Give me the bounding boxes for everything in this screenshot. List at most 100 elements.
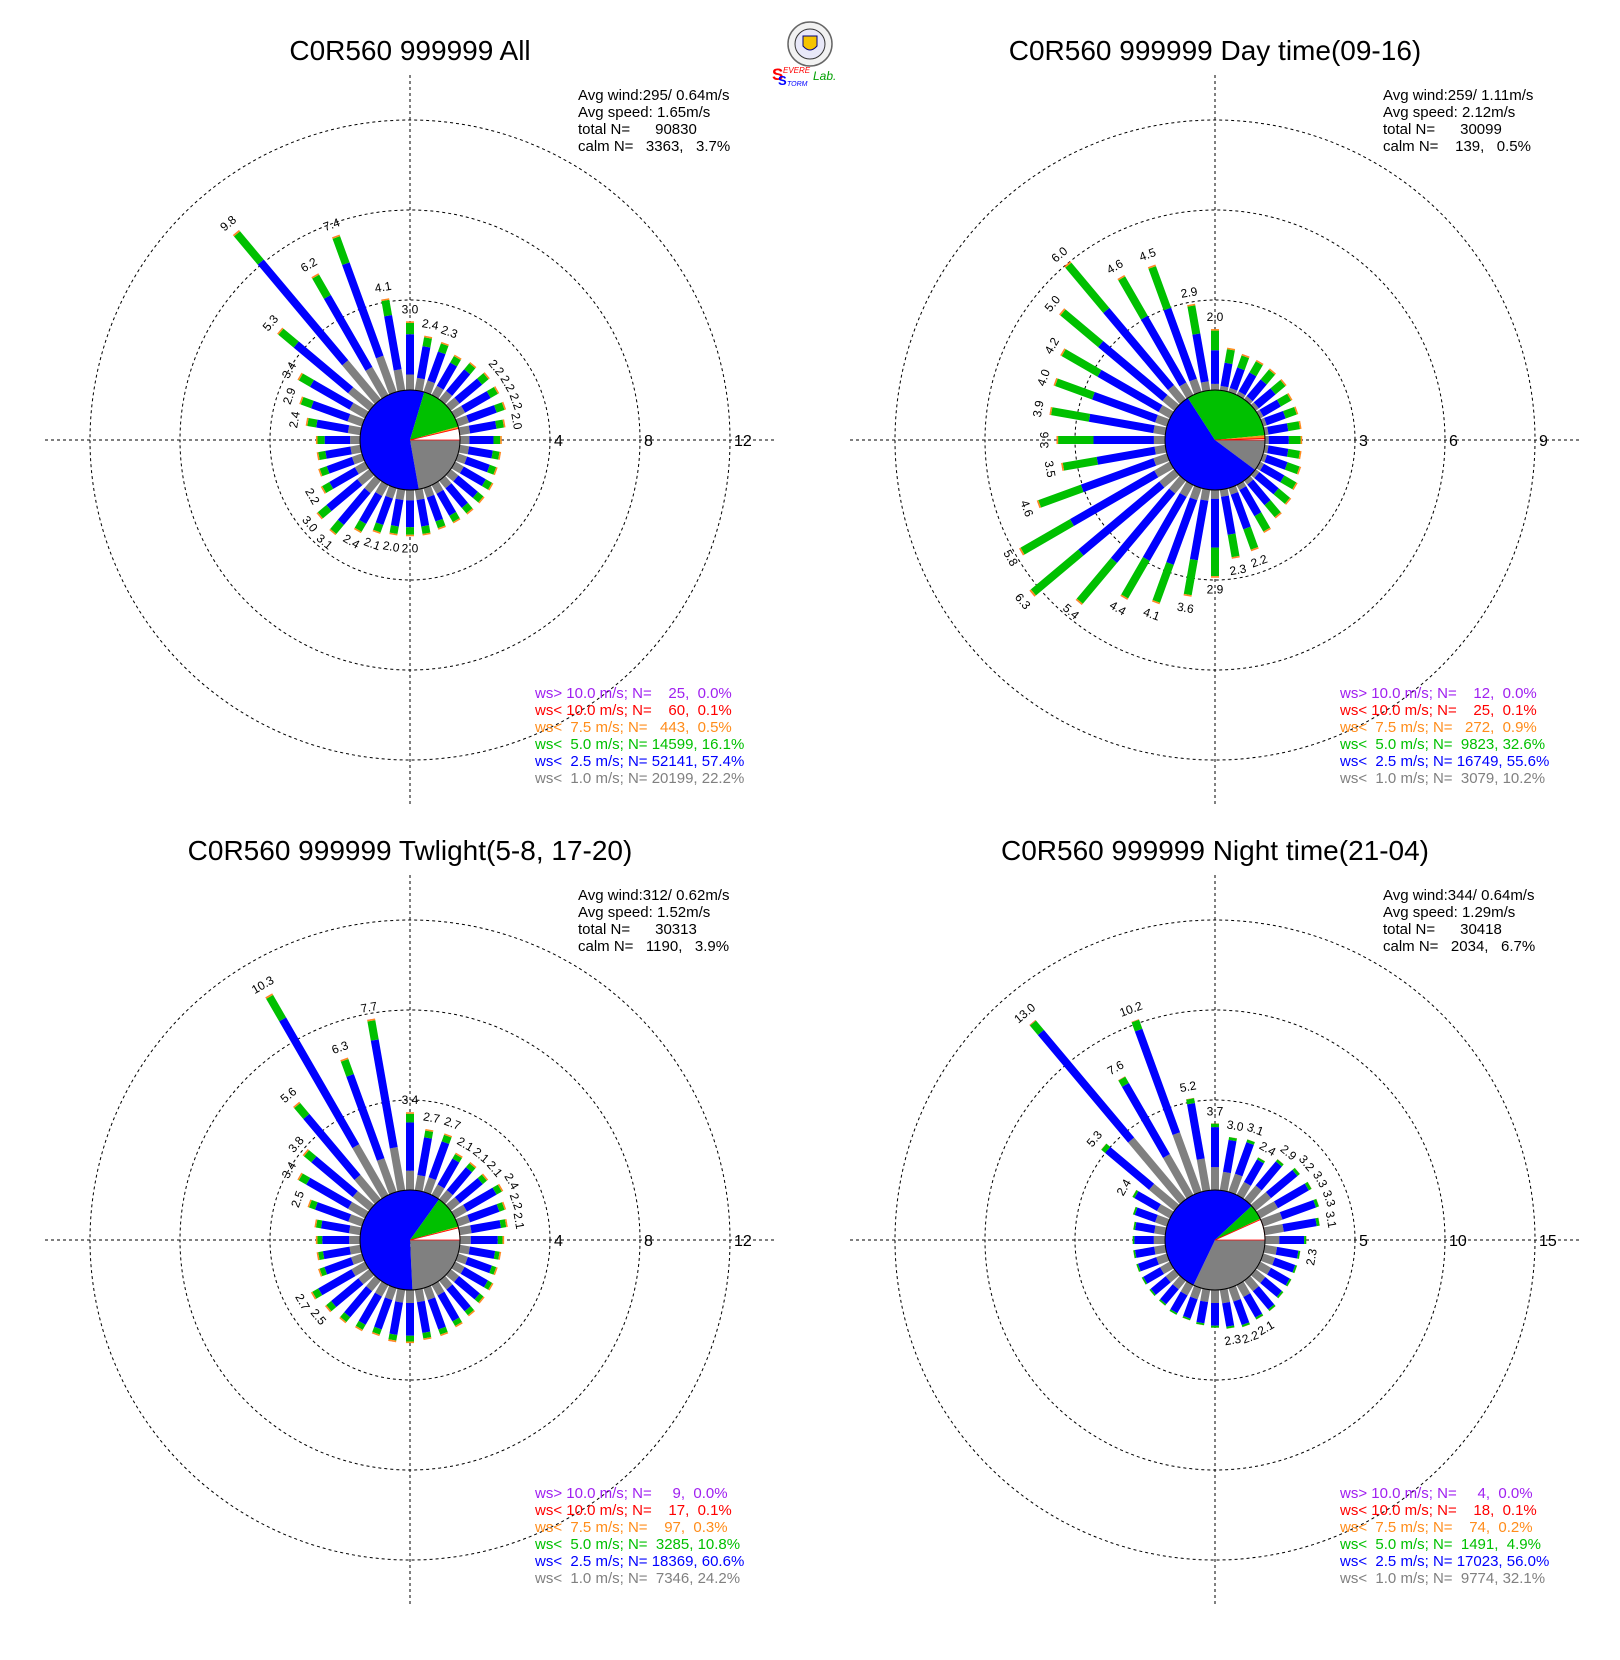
bar-segment-lt1 xyxy=(1128,1137,1186,1205)
bar-value-label: 7.6 xyxy=(1105,1057,1127,1078)
bar-segment-lt7_5 xyxy=(311,1291,317,1300)
bar-segment-lt5 xyxy=(1280,475,1297,490)
bar-segment-lt1 xyxy=(1236,481,1247,491)
direction-bar xyxy=(1186,1097,1211,1192)
direction-bar xyxy=(1182,1285,1202,1321)
bar-segment-lt7_5 xyxy=(293,1101,301,1109)
bar-segment-lt2_5 xyxy=(426,494,443,522)
stat-avg-speed: Avg speed: 1.52m/s xyxy=(578,904,710,921)
bar-segment-lt7_5 xyxy=(325,1305,332,1313)
bar-segment-lt1 xyxy=(451,461,464,474)
direction-bar xyxy=(431,1281,463,1328)
bar-segment-lt5 xyxy=(1159,1299,1167,1306)
stat-avg-wind: Avg wind:259/ 1.11m/s xyxy=(1383,87,1533,104)
bar-segment-lt1 xyxy=(1236,1181,1251,1199)
bar-value-label: 7.7 xyxy=(360,999,379,1016)
bar-value-label: 4.6 xyxy=(1017,498,1036,519)
bar-value-label: 5.8 xyxy=(1000,547,1021,569)
legend-item-lt5: ws< 5.0 m/s; N= 3285, 10.8% xyxy=(534,1536,740,1553)
bar-segment-lt1 xyxy=(348,387,375,411)
bar-segment-lt7_5 xyxy=(478,496,485,504)
bar-segment-lt5 xyxy=(318,1251,325,1261)
bar-segment-lt5 xyxy=(1287,448,1301,459)
bar-segment-lt1 xyxy=(1228,387,1238,395)
bar-segment-lt7_5 xyxy=(311,273,320,279)
bar-segment-lt2_5 xyxy=(375,495,393,526)
direction-bar xyxy=(1256,392,1293,419)
bar-value-label: 2.4 xyxy=(341,531,363,552)
pie-slice-lt5 xyxy=(410,392,459,440)
stat-calm: calm N= 1190, 3.9% xyxy=(578,938,729,955)
direction-bar xyxy=(1263,1217,1320,1236)
direction-bar xyxy=(299,396,365,427)
direction-bar xyxy=(414,488,431,536)
direction-bar xyxy=(314,1219,362,1236)
bar-segment-lt5 xyxy=(1255,1313,1264,1320)
bar-segment-lt2_5 xyxy=(446,1284,471,1312)
bar-segment-lt1 xyxy=(445,1269,460,1283)
bar-segment-lt2_5 xyxy=(468,420,497,434)
bar-segment-lt7_5 xyxy=(1296,466,1302,475)
bar-value-label: 7.4 xyxy=(321,215,342,234)
pie-slice-lt1 xyxy=(410,1240,460,1290)
direction-bar xyxy=(451,1261,494,1291)
legend-item-gt10: ws> 10.0 m/s; N= 25, 0.0% xyxy=(534,685,732,702)
wind-rose-panel: C0R560 999999 Twlight(5-8, 17-20) 4 8 12 3.4… xyxy=(45,835,775,1605)
direction-bar xyxy=(445,469,485,504)
bar-segment-lt5 xyxy=(1060,309,1104,348)
bar-segment-lt2_5 xyxy=(417,1137,432,1177)
direction-bar xyxy=(339,1275,381,1324)
direction-bar xyxy=(431,481,461,524)
bar-segment-lt5 xyxy=(298,1173,311,1185)
calm-circle xyxy=(359,1189,461,1291)
bar-segment-lt1 xyxy=(1219,1288,1230,1304)
stat-calm: calm N= 139, 0.5% xyxy=(1383,138,1531,155)
bar-value-label: 3.4 xyxy=(402,1093,419,1107)
bar-value-label: 3.1 xyxy=(314,531,336,553)
bar-segment-lt2_5 xyxy=(454,378,483,404)
bar-segment-lt5 xyxy=(1020,519,1074,555)
bar-segment-lt5 xyxy=(1051,407,1091,422)
bar-segment-lt7_5 xyxy=(1029,589,1036,597)
bar-segment-lt7_5 xyxy=(1147,264,1156,269)
bar-segment-lt5 xyxy=(1169,1309,1178,1315)
bar-segment-lt1 xyxy=(1260,417,1267,427)
bar-segment-lt5 xyxy=(465,1163,476,1173)
bar-value-label: 3.0 xyxy=(299,513,321,535)
bar-segment-lt2_5 xyxy=(316,419,350,434)
bar-segment-lt5 xyxy=(1276,393,1292,407)
ring-label: 6 xyxy=(1449,433,1458,450)
bar-segment-lt1 xyxy=(1165,1269,1180,1283)
bar-value-label: 2.0 xyxy=(508,412,525,431)
direction-bar xyxy=(455,401,507,427)
bar-segment-lt7_5 xyxy=(1036,500,1042,509)
bar-segment-lt1 xyxy=(347,425,362,436)
stat-total: total N= 30099 xyxy=(1383,121,1502,138)
stat-avg-wind: Avg wind:312/ 0.62m/s xyxy=(578,887,729,904)
bar-segment-lt5 xyxy=(491,450,500,460)
direction-bar xyxy=(1256,1181,1312,1219)
bar-segment-lt2_5 xyxy=(416,498,430,527)
bar-segment-lt1 xyxy=(1169,475,1186,494)
direction-bar xyxy=(451,461,494,491)
bar-segment-lt1 xyxy=(1167,384,1186,405)
bar-value-label: 5.2 xyxy=(1179,1078,1198,1095)
bar-segment-lt5 xyxy=(484,1280,493,1290)
bar-segment-lt2_5 xyxy=(324,1257,354,1275)
bar-segment-lt7_5 xyxy=(493,467,498,476)
bar-segment-lt2_5 xyxy=(1166,497,1198,565)
direction-bar xyxy=(455,453,498,476)
bar-segment-lt5 xyxy=(326,1301,337,1312)
bar-segment-lt1 xyxy=(389,1147,406,1192)
bar-segment-lt5 xyxy=(1224,349,1235,365)
bar-segment-lt2_5 xyxy=(436,362,458,390)
bar-segment-lt2_5 xyxy=(467,1204,500,1223)
bar-segment-lt2_5 xyxy=(389,1301,403,1335)
bar-segment-lt5 xyxy=(489,1265,497,1275)
bar-segment-lt2_5 xyxy=(1238,372,1257,396)
bar-value-label: 4.1 xyxy=(374,279,393,296)
bar-segment-lt5 xyxy=(373,522,384,533)
bar-value-label: 3.4 xyxy=(279,1159,300,1181)
bar-value-label: 3.8 xyxy=(285,1133,307,1155)
bar-segment-lt2_5 xyxy=(1105,1146,1155,1190)
